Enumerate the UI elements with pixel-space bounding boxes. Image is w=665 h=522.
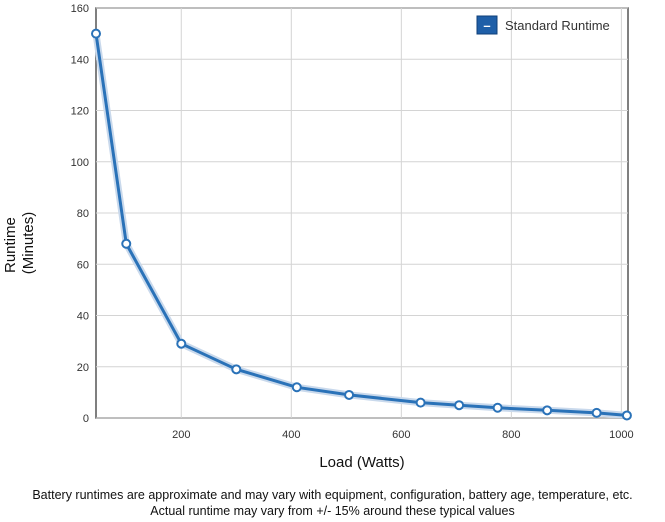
axis-ticks: 0 20 40 60 80 100 120 140 160 200 400 600 800 1000	[71, 3, 634, 441]
axis-titles: Load (Watts) Runtime (Minutes)	[2, 212, 405, 471]
data-point[interactable]	[121, 238, 132, 249]
footnote-line-2: Actual runtime may vary from +/- 15% aro…	[150, 504, 515, 518]
y-tick-label: 60	[77, 259, 89, 271]
y-tick-label: 120	[71, 106, 89, 118]
y-tick-label: 0	[83, 413, 89, 425]
legend[interactable]: – Standard Runtime	[476, 15, 610, 35]
y-axis-title-line-2: (Minutes)	[20, 212, 37, 275]
x-axis-title: Load (Watts)	[319, 454, 404, 471]
x-tick-label: 400	[282, 429, 300, 441]
y-tick-label: 20	[77, 362, 89, 374]
y-tick-label: 80	[77, 208, 89, 220]
data-point[interactable]	[344, 389, 355, 400]
data-point[interactable]	[415, 397, 426, 408]
y-tick-label: 100	[71, 157, 89, 169]
x-tick-label: 200	[172, 429, 190, 441]
footnote-line-1: Battery runtimes are approximate and may…	[32, 488, 633, 502]
data-point[interactable]	[176, 338, 187, 349]
data-point[interactable]	[591, 407, 602, 418]
y-axis-title-line-1: Runtime	[2, 217, 19, 273]
x-tick-label: 600	[392, 429, 410, 441]
grid	[96, 7, 628, 419]
y-axis-title: Runtime (Minutes)	[2, 212, 37, 275]
data-point[interactable]	[91, 28, 101, 39]
x-tick-label: 800	[502, 429, 520, 441]
y-tick-label: 40	[77, 311, 89, 323]
data-point[interactable]	[291, 382, 302, 393]
x-tick-label: 1000	[609, 429, 633, 441]
series-layer	[91, 28, 632, 421]
runtime-chart: 0 20 40 60 80 100 120 140 160 200 400 600 800 1000 Lo…	[2, 3, 634, 471]
footnote: Battery runtimes are approximate and may…	[0, 487, 665, 519]
y-tick-label: 160	[71, 3, 89, 15]
data-point[interactable]	[454, 400, 465, 411]
legend-toggle-icon[interactable]: –	[483, 18, 490, 33]
legend-toggle-button[interactable]	[476, 15, 498, 35]
data-point[interactable]	[621, 410, 632, 421]
data-point[interactable]	[492, 402, 503, 413]
y-tick-label: 140	[71, 54, 89, 66]
data-point[interactable]	[231, 364, 242, 375]
data-point[interactable]	[542, 405, 553, 416]
legend-label[interactable]: Standard Runtime	[505, 18, 610, 33]
series-line	[94, 33, 628, 417]
